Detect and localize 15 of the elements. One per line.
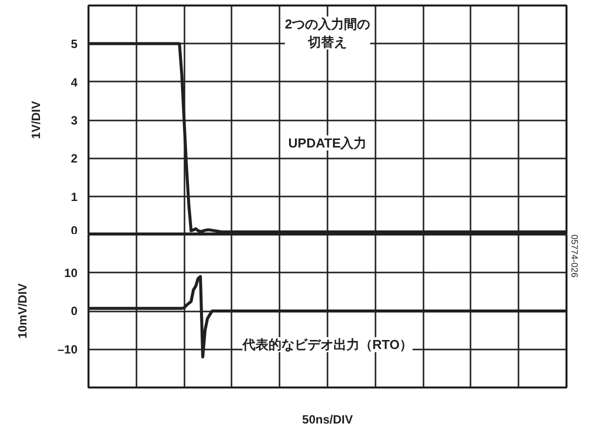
y-tick-label: –10 <box>57 342 78 356</box>
y-tick-label: 3 <box>70 114 78 128</box>
y-tick-label: 1 <box>70 190 78 204</box>
y-tick-label: 0 <box>70 304 78 318</box>
y-tick-label: 5 <box>70 37 78 52</box>
annotation: 代表的なビデオ出力（RTO） <box>241 337 413 352</box>
y-axis-title: 10mV/DIV <box>15 283 30 339</box>
y-axis-title: 1V/DIV <box>28 100 43 140</box>
y-tick-label: 2 <box>70 152 78 166</box>
x-axis-title: 50ns/DIV <box>302 412 353 426</box>
annotation: 2つの入力間の切替え <box>284 16 370 50</box>
text: 05774-026 <box>570 234 580 278</box>
y-tick-label: 10 <box>64 266 78 280</box>
y-tick-label: 4 <box>70 75 78 90</box>
annotation: UPDATE入力 <box>288 135 367 150</box>
